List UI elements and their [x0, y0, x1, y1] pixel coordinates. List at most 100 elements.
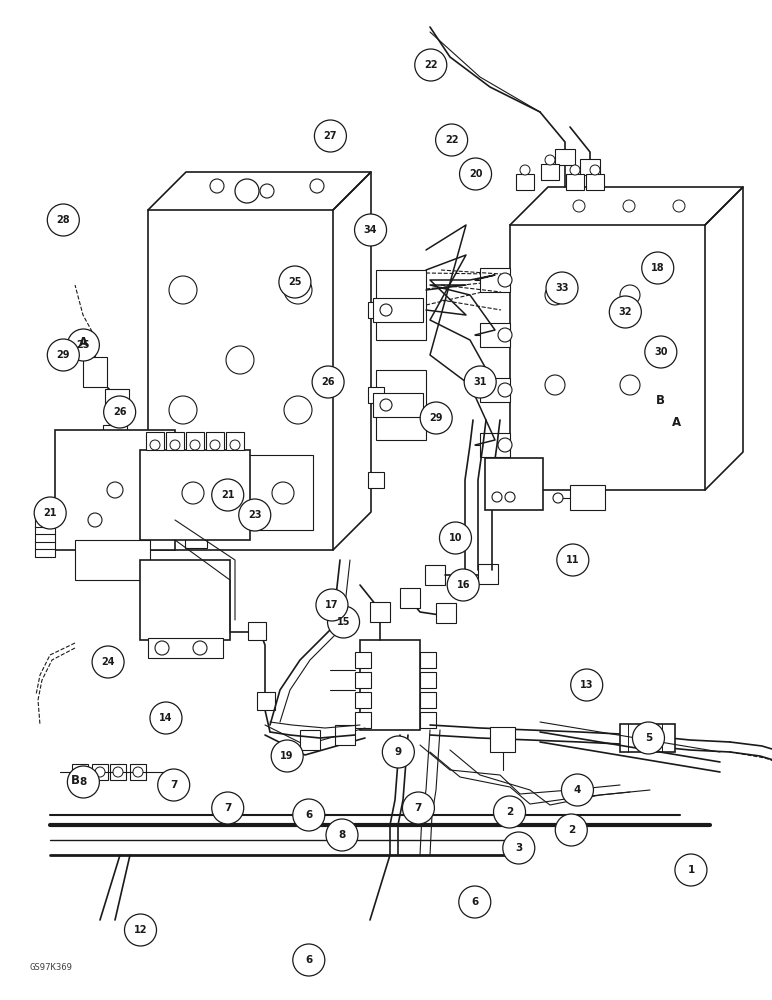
- Text: 16: 16: [456, 580, 470, 590]
- Circle shape: [95, 767, 105, 777]
- Circle shape: [210, 179, 224, 193]
- FancyBboxPatch shape: [360, 640, 420, 730]
- Text: GS97K369: GS97K369: [30, 963, 73, 972]
- Circle shape: [553, 493, 563, 503]
- FancyBboxPatch shape: [555, 149, 575, 165]
- Text: 30: 30: [654, 347, 668, 357]
- Text: 22: 22: [445, 135, 459, 145]
- Text: 21: 21: [221, 490, 235, 500]
- FancyBboxPatch shape: [516, 174, 534, 190]
- FancyBboxPatch shape: [101, 487, 129, 507]
- Circle shape: [326, 819, 358, 851]
- Circle shape: [170, 440, 180, 450]
- Circle shape: [354, 214, 387, 246]
- Circle shape: [546, 272, 578, 304]
- FancyBboxPatch shape: [186, 432, 204, 450]
- FancyBboxPatch shape: [478, 564, 498, 584]
- FancyBboxPatch shape: [420, 652, 436, 668]
- FancyBboxPatch shape: [146, 432, 164, 450]
- Circle shape: [34, 497, 66, 529]
- FancyBboxPatch shape: [140, 450, 250, 540]
- FancyBboxPatch shape: [185, 528, 207, 548]
- FancyBboxPatch shape: [166, 432, 184, 450]
- FancyBboxPatch shape: [355, 652, 371, 668]
- FancyBboxPatch shape: [420, 672, 436, 688]
- Text: 25: 25: [76, 340, 90, 350]
- Circle shape: [498, 438, 512, 452]
- FancyBboxPatch shape: [400, 588, 420, 608]
- Circle shape: [271, 740, 303, 772]
- Circle shape: [284, 276, 312, 304]
- Circle shape: [293, 944, 325, 976]
- FancyBboxPatch shape: [373, 298, 423, 322]
- FancyBboxPatch shape: [373, 393, 423, 417]
- Circle shape: [503, 832, 535, 864]
- Text: 17: 17: [325, 600, 339, 610]
- Circle shape: [380, 399, 392, 411]
- Circle shape: [316, 589, 348, 621]
- Text: 5: 5: [645, 733, 652, 743]
- Circle shape: [212, 479, 244, 511]
- Text: 11: 11: [566, 555, 580, 565]
- Circle shape: [239, 499, 271, 531]
- FancyBboxPatch shape: [130, 764, 146, 780]
- Circle shape: [415, 49, 447, 81]
- Circle shape: [169, 276, 197, 304]
- FancyBboxPatch shape: [580, 159, 600, 175]
- Circle shape: [620, 285, 640, 305]
- Text: 2: 2: [567, 825, 575, 835]
- Circle shape: [92, 646, 124, 678]
- Text: 8: 8: [80, 777, 87, 787]
- FancyBboxPatch shape: [425, 565, 445, 585]
- Circle shape: [310, 179, 324, 193]
- Text: A: A: [79, 336, 88, 349]
- Circle shape: [642, 252, 674, 284]
- FancyBboxPatch shape: [355, 692, 371, 708]
- Text: 25: 25: [288, 277, 302, 287]
- Circle shape: [498, 328, 512, 342]
- Circle shape: [557, 544, 589, 576]
- FancyBboxPatch shape: [110, 764, 126, 780]
- Circle shape: [193, 641, 207, 655]
- Circle shape: [133, 767, 143, 777]
- FancyBboxPatch shape: [355, 712, 371, 728]
- Circle shape: [47, 204, 80, 236]
- Text: 13: 13: [580, 680, 594, 690]
- FancyBboxPatch shape: [485, 458, 543, 510]
- Text: 7: 7: [415, 803, 422, 813]
- Circle shape: [284, 396, 312, 424]
- FancyBboxPatch shape: [185, 472, 207, 492]
- Text: B: B: [656, 393, 665, 406]
- Circle shape: [272, 482, 294, 504]
- Circle shape: [182, 482, 204, 504]
- Text: 12: 12: [134, 925, 147, 935]
- FancyBboxPatch shape: [185, 500, 207, 520]
- Circle shape: [498, 383, 512, 397]
- FancyBboxPatch shape: [103, 425, 127, 460]
- Text: 3: 3: [515, 843, 523, 853]
- FancyBboxPatch shape: [480, 433, 510, 457]
- FancyBboxPatch shape: [300, 730, 320, 750]
- FancyBboxPatch shape: [370, 602, 390, 622]
- Text: 10: 10: [449, 533, 462, 543]
- Circle shape: [88, 513, 102, 527]
- FancyBboxPatch shape: [55, 430, 175, 550]
- Text: 6: 6: [305, 810, 313, 820]
- Circle shape: [447, 569, 479, 601]
- Circle shape: [312, 366, 344, 398]
- FancyBboxPatch shape: [148, 638, 223, 658]
- FancyBboxPatch shape: [436, 603, 456, 623]
- FancyBboxPatch shape: [368, 302, 384, 318]
- Text: 31: 31: [473, 377, 487, 387]
- Circle shape: [293, 799, 325, 831]
- FancyBboxPatch shape: [368, 387, 384, 403]
- Text: 32: 32: [618, 307, 632, 317]
- Circle shape: [459, 886, 491, 918]
- Circle shape: [675, 854, 707, 886]
- FancyBboxPatch shape: [420, 712, 436, 728]
- FancyBboxPatch shape: [480, 323, 510, 347]
- FancyBboxPatch shape: [72, 764, 88, 780]
- Circle shape: [623, 200, 635, 212]
- Circle shape: [573, 200, 585, 212]
- Circle shape: [673, 200, 685, 212]
